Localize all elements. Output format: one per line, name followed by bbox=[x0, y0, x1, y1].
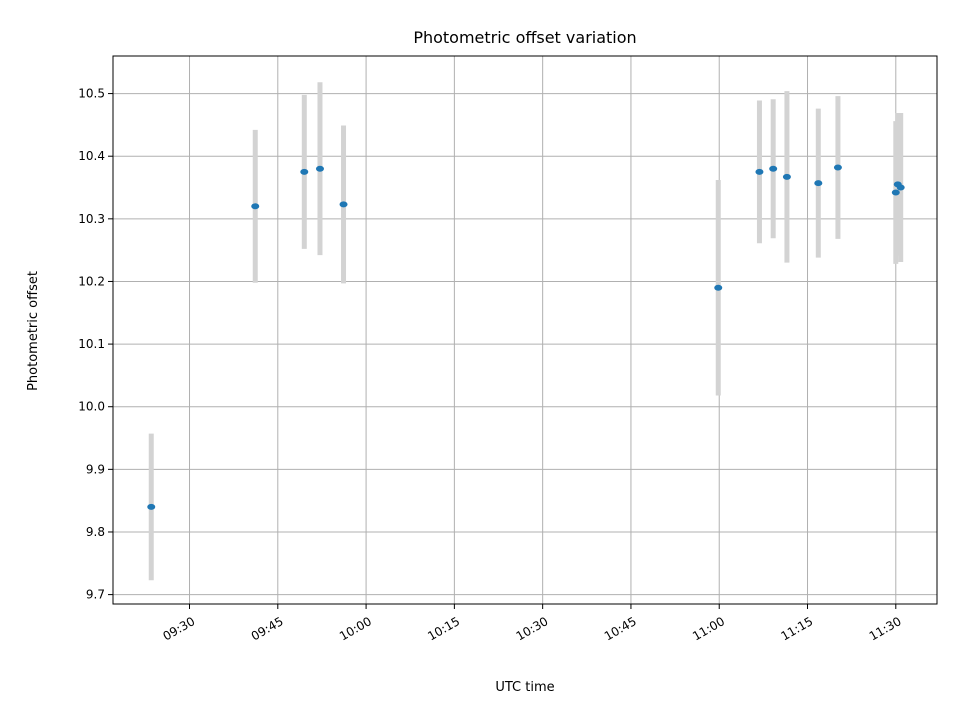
plot-frame bbox=[112, 55, 938, 605]
y-tick-label: 10.5 bbox=[78, 87, 105, 101]
y-axis-label: Photometric offset bbox=[26, 271, 41, 391]
y-tick-label: 9.7 bbox=[86, 588, 105, 602]
data-point bbox=[896, 184, 905, 191]
data-point bbox=[714, 284, 723, 291]
data-point bbox=[833, 164, 842, 171]
y-tick-label: 9.9 bbox=[86, 462, 105, 476]
y-tick-label: 10.1 bbox=[78, 337, 105, 351]
chart-title: Photometric offset variation bbox=[413, 28, 636, 47]
y-axis-ticks: 9.7 9.8 9.9 10.0 10.1 10.2 10.3 10.4 10.5 bbox=[78, 87, 113, 602]
data-point bbox=[891, 189, 900, 196]
data-point bbox=[300, 168, 309, 175]
data-point bbox=[251, 203, 260, 210]
data-point bbox=[814, 180, 823, 187]
data-point bbox=[769, 165, 778, 172]
x-axis-label: UTC time bbox=[495, 680, 554, 695]
data-point bbox=[315, 165, 324, 172]
y-tick-label: 10.0 bbox=[78, 400, 105, 414]
data-points bbox=[147, 164, 905, 510]
y-tick-label: 10.3 bbox=[78, 212, 105, 226]
y-tick-label: 10.2 bbox=[78, 274, 105, 288]
data-point bbox=[147, 503, 156, 510]
y-tick-label: 9.8 bbox=[86, 525, 105, 539]
y-tick-label: 10.4 bbox=[78, 149, 105, 163]
grid-lines bbox=[113, 56, 937, 604]
data-point bbox=[755, 168, 764, 175]
data-point bbox=[782, 173, 791, 180]
data-point bbox=[339, 201, 348, 208]
